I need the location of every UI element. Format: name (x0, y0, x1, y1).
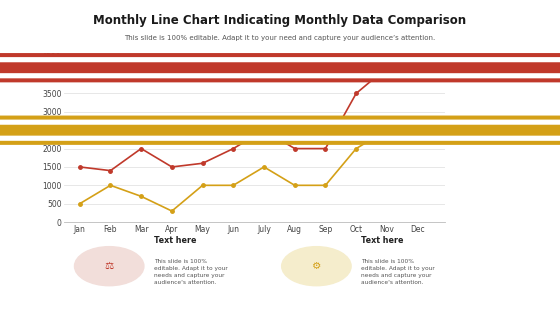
Text: Text here: Text here (361, 237, 404, 245)
Circle shape (0, 116, 560, 144)
Text: This slide is 100%
editable. Adapt it to your
needs and capture your
audience's : This slide is 100% editable. Adapt it to… (361, 260, 435, 285)
Circle shape (0, 54, 560, 82)
Circle shape (0, 125, 560, 135)
Text: Monthly Line Chart Indicating Monthly Data Comparison: Monthly Line Chart Indicating Monthly Da… (94, 14, 466, 27)
Circle shape (0, 63, 560, 72)
Circle shape (0, 58, 560, 78)
Text: Text here: Text here (154, 237, 197, 245)
Text: This slide is 100% editable. Adapt it to your need and capture your audience’s a: This slide is 100% editable. Adapt it to… (124, 35, 436, 41)
Text: This slide is 100%
editable. Adapt it to your
needs and capture your
audience's : This slide is 100% editable. Adapt it to… (154, 260, 228, 285)
Text: ⚖: ⚖ (105, 261, 114, 271)
Text: ⚙: ⚙ (312, 261, 321, 271)
Circle shape (0, 120, 560, 140)
